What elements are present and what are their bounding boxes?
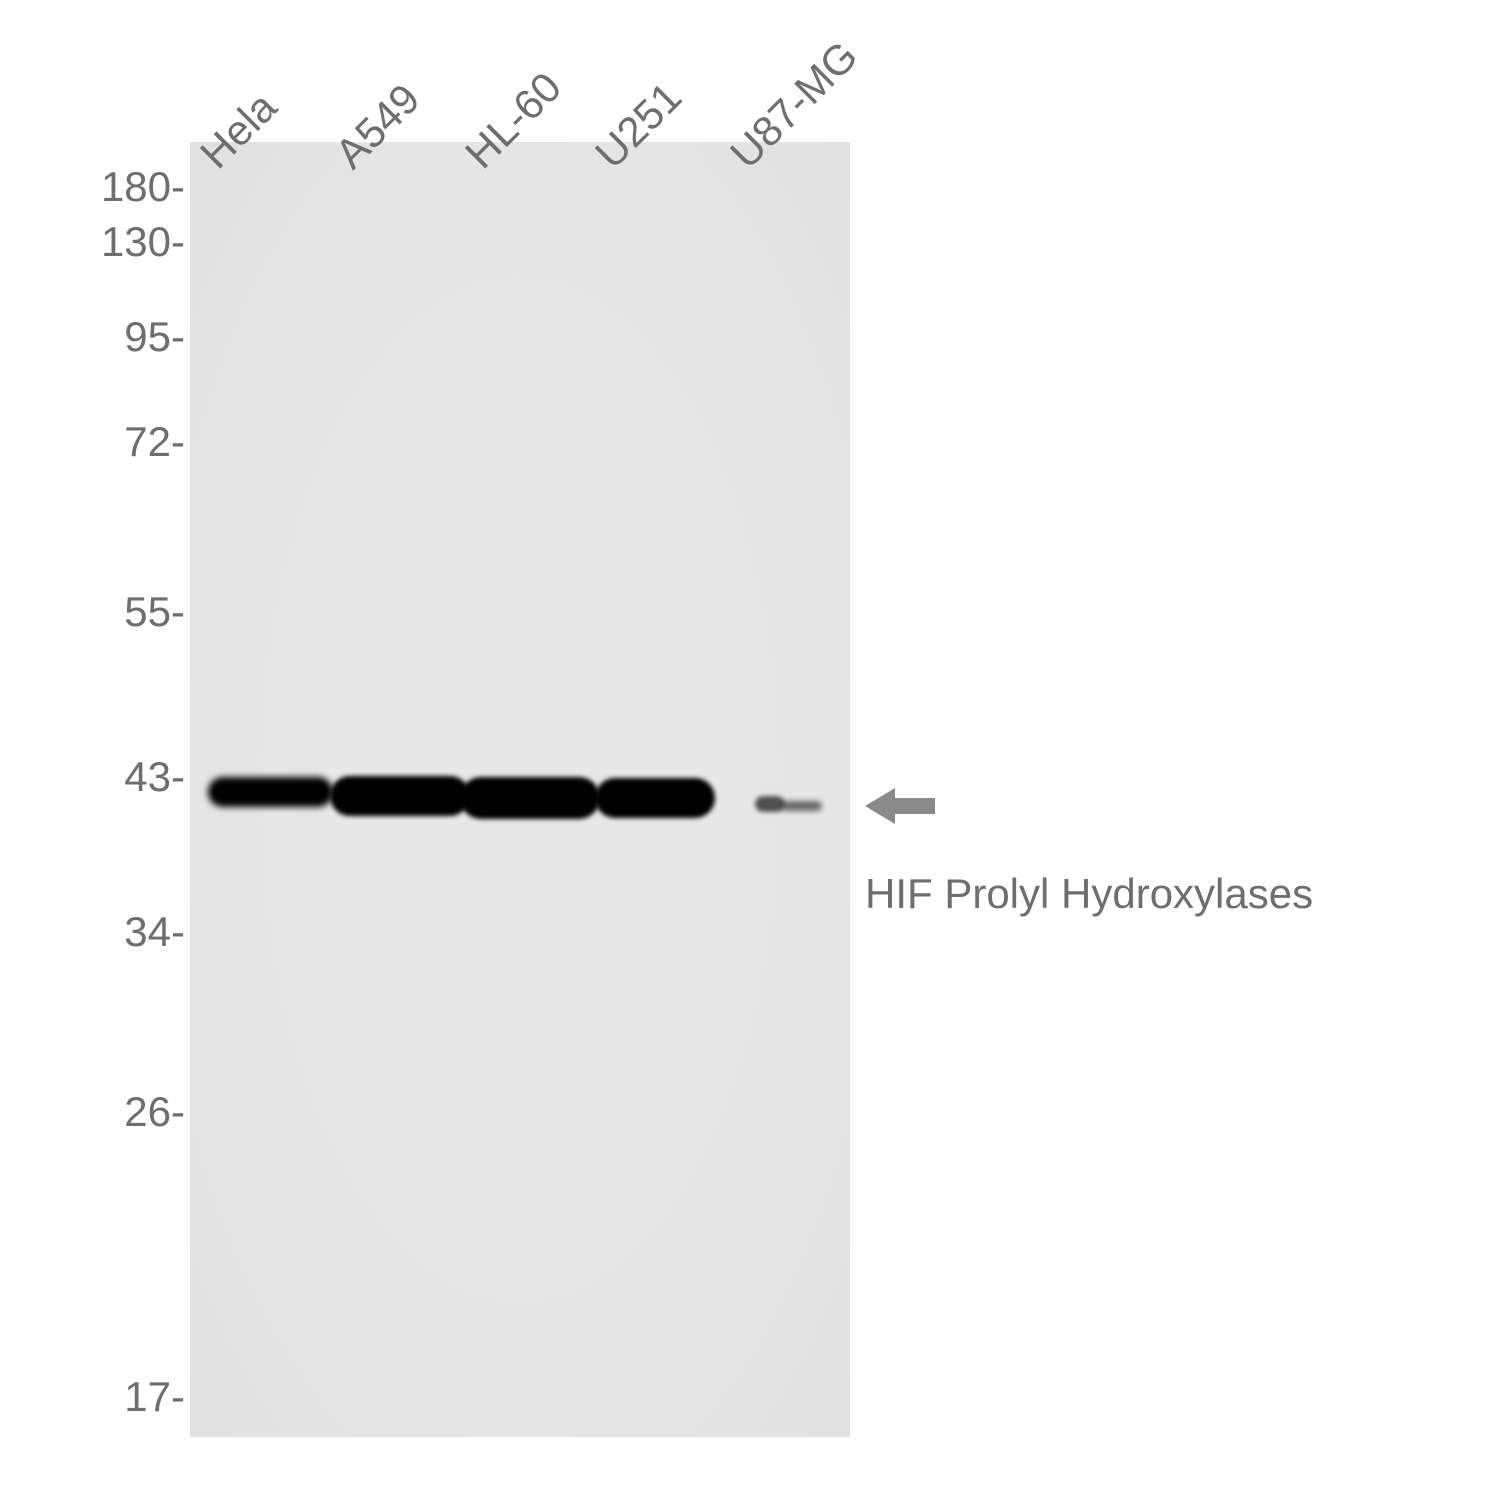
protein-band [782,801,822,811]
mw-marker-label: 130- [55,218,185,266]
protein-band [595,778,715,818]
mw-marker-label: 34- [55,908,185,956]
mw-marker-label: 95- [55,313,185,361]
western-blot-figure: HelaA549HL-60U251U87-MG 180-130-95-72-55… [0,0,1500,1500]
protein-band [208,777,333,807]
mw-marker-label: 26- [55,1088,185,1136]
target-arrow [865,786,935,826]
protein-band [755,796,785,812]
mw-marker-label: 17- [55,1373,185,1421]
mw-marker-label: 43- [55,753,185,801]
mw-marker-label: 72- [55,418,185,466]
mw-marker-label: 180- [55,163,185,211]
target-protein-label: HIF Prolyl Hydroxylases [865,870,1313,918]
protein-band [330,776,470,816]
mw-marker-label: 55- [55,588,185,636]
protein-band [460,777,600,819]
